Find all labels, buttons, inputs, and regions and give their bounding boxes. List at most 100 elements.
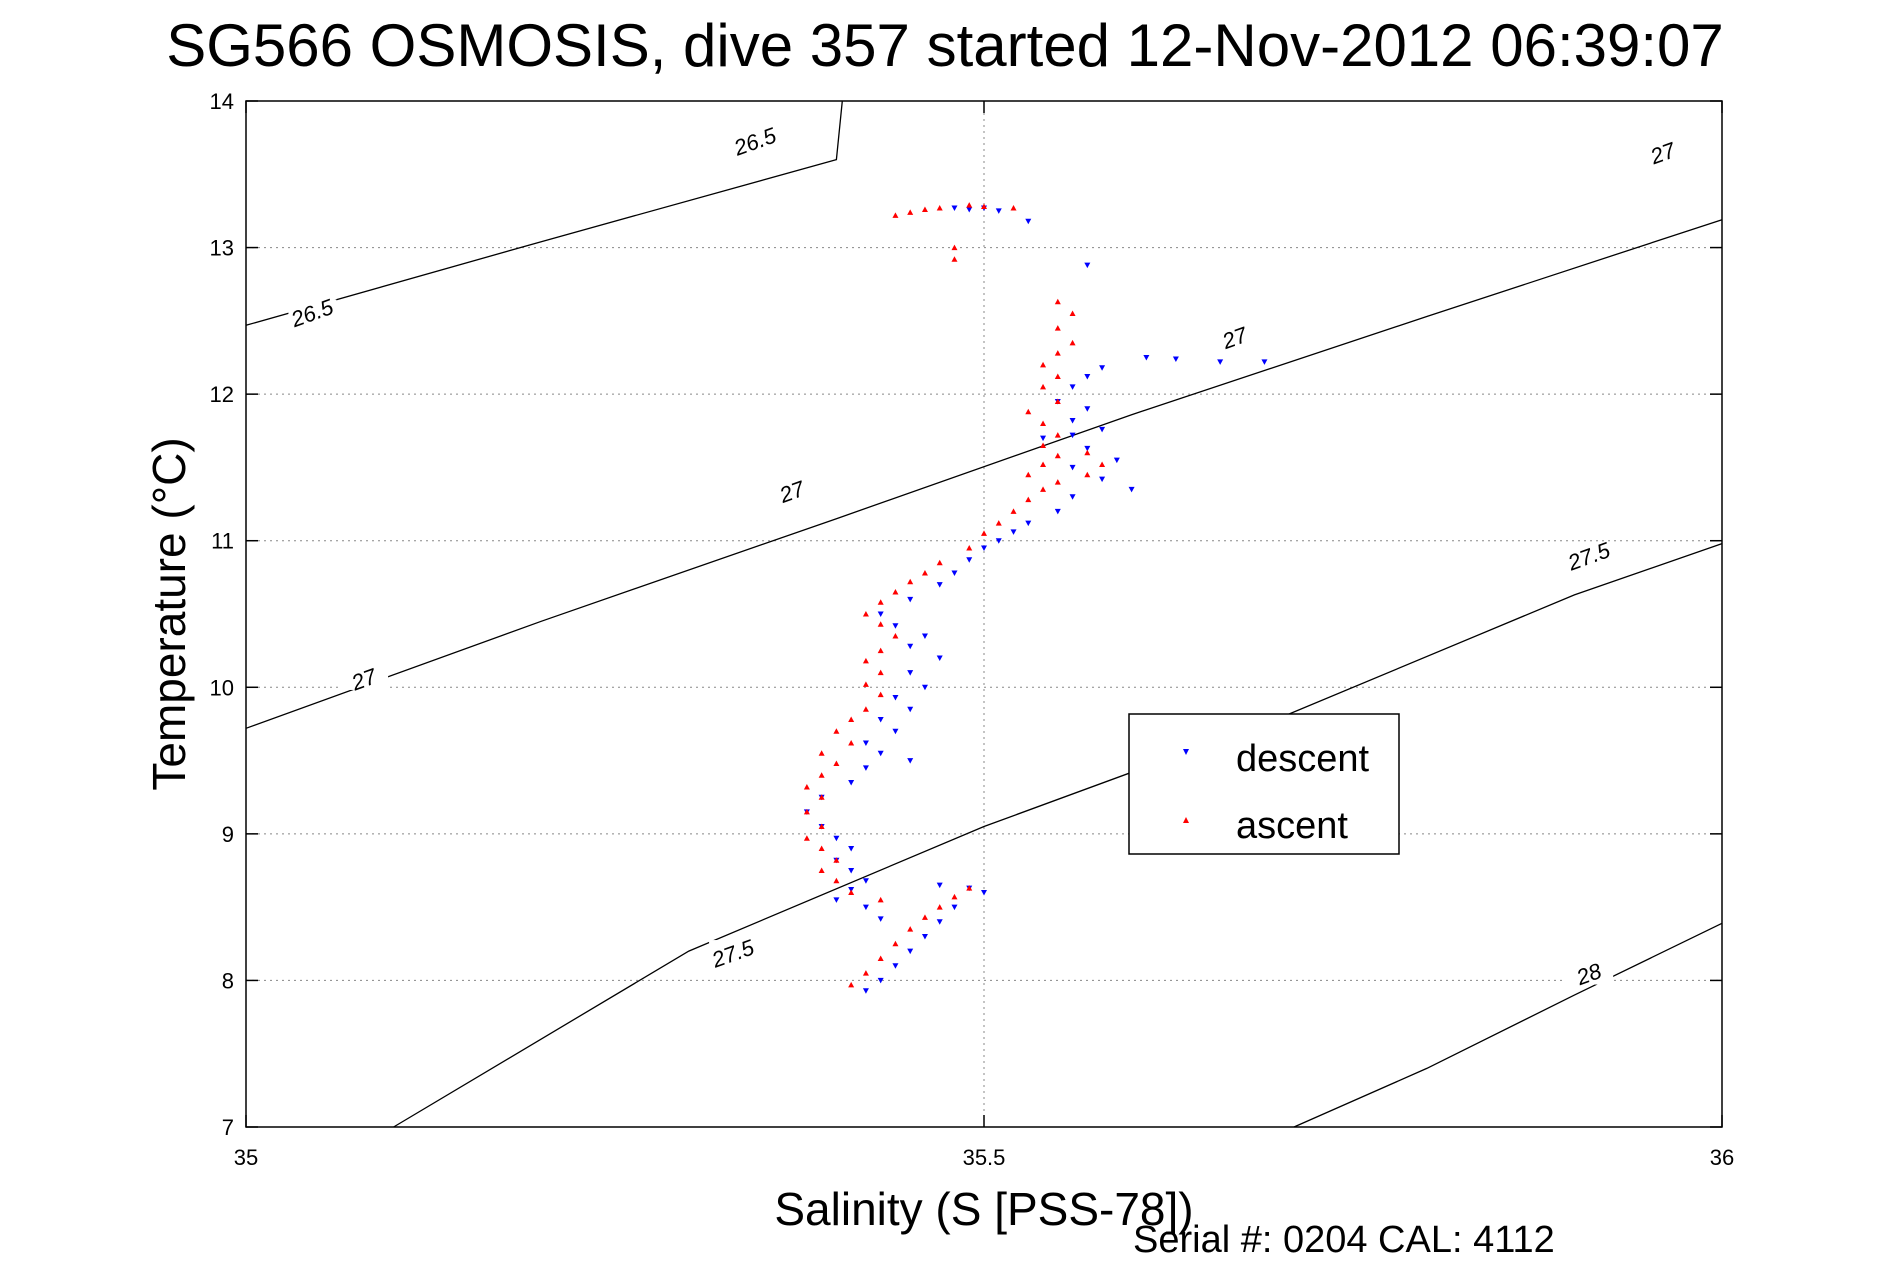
legend-ascent-label: ascent bbox=[1236, 805, 1348, 847]
contour-label-bg bbox=[768, 478, 817, 503]
ascent-point bbox=[1054, 452, 1061, 459]
contour-label-bg bbox=[731, 128, 780, 153]
descent-point bbox=[1069, 432, 1076, 439]
descent-point bbox=[1099, 365, 1106, 371]
descent-point bbox=[995, 208, 1002, 214]
descent-point bbox=[833, 835, 840, 842]
ascent-point bbox=[818, 772, 825, 778]
descent-point bbox=[848, 846, 855, 852]
descent-point bbox=[1261, 359, 1268, 365]
density-contour-28 bbox=[1293, 922, 1723, 1128]
ascent-point bbox=[877, 691, 884, 698]
descent-point bbox=[1069, 384, 1076, 390]
ascent-point bbox=[936, 204, 943, 211]
descent-point bbox=[892, 728, 899, 735]
ascent-point bbox=[1025, 496, 1032, 503]
contour-label-bg bbox=[1565, 542, 1614, 567]
descent-point bbox=[892, 695, 899, 701]
descent-point bbox=[892, 963, 899, 969]
ascent-point bbox=[1040, 420, 1047, 426]
descent-point bbox=[862, 904, 869, 911]
ascent-point bbox=[981, 530, 987, 536]
ascent-point bbox=[803, 808, 810, 815]
descent-point bbox=[1099, 476, 1106, 483]
descent-point bbox=[1084, 406, 1091, 412]
ascent-point bbox=[1084, 471, 1091, 478]
ascent-point bbox=[1040, 486, 1047, 492]
legend-ascent-marker bbox=[1183, 817, 1189, 823]
descent-point bbox=[1025, 218, 1032, 225]
ascent-point bbox=[1084, 449, 1091, 456]
footer-serial-cal: Serial #: 0204 CAL: 4112 bbox=[1133, 1219, 1555, 1261]
descent-point bbox=[1040, 435, 1047, 442]
descent-point bbox=[1113, 457, 1120, 464]
plot-area bbox=[246, 101, 1722, 1127]
descent-point bbox=[907, 643, 914, 650]
descent-point bbox=[951, 904, 958, 911]
descent-point bbox=[1054, 508, 1061, 515]
density-contour-26-5 bbox=[245, 100, 843, 326]
descent-point bbox=[862, 878, 869, 884]
ascent-point bbox=[1025, 408, 1032, 415]
ascent-point bbox=[951, 244, 958, 251]
tick-layer: 35 35.5 36 7 8 9 10 11 12 13 14 bbox=[210, 89, 1735, 1170]
contour-label-bg bbox=[709, 940, 758, 965]
legend-descent-label: descent bbox=[1236, 738, 1370, 780]
descent-point bbox=[921, 933, 928, 940]
descent-point bbox=[1217, 359, 1224, 365]
ascent-point bbox=[862, 611, 869, 617]
ascent-point bbox=[848, 739, 855, 746]
descent-point bbox=[966, 206, 973, 213]
descent-point bbox=[1069, 418, 1076, 424]
ascent-point bbox=[877, 621, 884, 627]
ascent-point bbox=[848, 716, 855, 723]
descent-point bbox=[862, 740, 869, 746]
descent-point bbox=[1069, 464, 1076, 471]
ascent-point bbox=[877, 669, 884, 676]
y-axis-label: Temperature (°C) bbox=[143, 437, 195, 790]
ascent-point bbox=[862, 706, 869, 712]
y-tick-label: 14 bbox=[210, 89, 234, 114]
contour-label-bg bbox=[288, 299, 337, 324]
descent-point bbox=[1010, 529, 1017, 535]
descent-point bbox=[951, 205, 958, 211]
ascent-point bbox=[877, 647, 884, 654]
ascent-point bbox=[833, 760, 840, 767]
legend-box bbox=[1128, 713, 1400, 855]
ascent-point bbox=[1040, 361, 1047, 368]
descent-point bbox=[892, 623, 899, 629]
data-points-layer bbox=[803, 202, 1268, 994]
x-tick-label: 35 bbox=[234, 1145, 258, 1170]
descent-point bbox=[877, 916, 884, 922]
y-tick-label: 12 bbox=[210, 382, 234, 407]
grid-layer bbox=[245, 100, 1723, 1128]
ascent-point bbox=[966, 545, 973, 551]
ascent-point bbox=[818, 867, 825, 873]
y-tick-label: 13 bbox=[210, 236, 234, 261]
descent-point bbox=[1172, 356, 1179, 362]
ascent-point bbox=[803, 783, 810, 790]
ascent-point bbox=[1010, 204, 1017, 211]
descent-point bbox=[907, 706, 914, 713]
contour-label-bg bbox=[1210, 324, 1259, 349]
descent-point bbox=[1084, 374, 1091, 380]
ascent-point bbox=[892, 589, 899, 595]
descent-point bbox=[1099, 426, 1106, 433]
ascent-point bbox=[936, 559, 943, 566]
ascent-point bbox=[877, 955, 884, 961]
ascent-point bbox=[921, 914, 928, 920]
ascent-point bbox=[921, 206, 928, 212]
ascent-point bbox=[803, 835, 810, 841]
descent-point bbox=[833, 897, 840, 903]
contour-label-bg bbox=[1638, 139, 1687, 164]
ascent-point bbox=[966, 885, 973, 891]
descent-point bbox=[936, 582, 943, 588]
ascent-point bbox=[1054, 325, 1061, 331]
contour-label-bg bbox=[340, 665, 389, 690]
ascent-point bbox=[1025, 471, 1032, 478]
ascent-point bbox=[907, 209, 914, 215]
x-tick-label: 36 bbox=[1710, 1145, 1734, 1170]
descent-point bbox=[1128, 486, 1135, 493]
